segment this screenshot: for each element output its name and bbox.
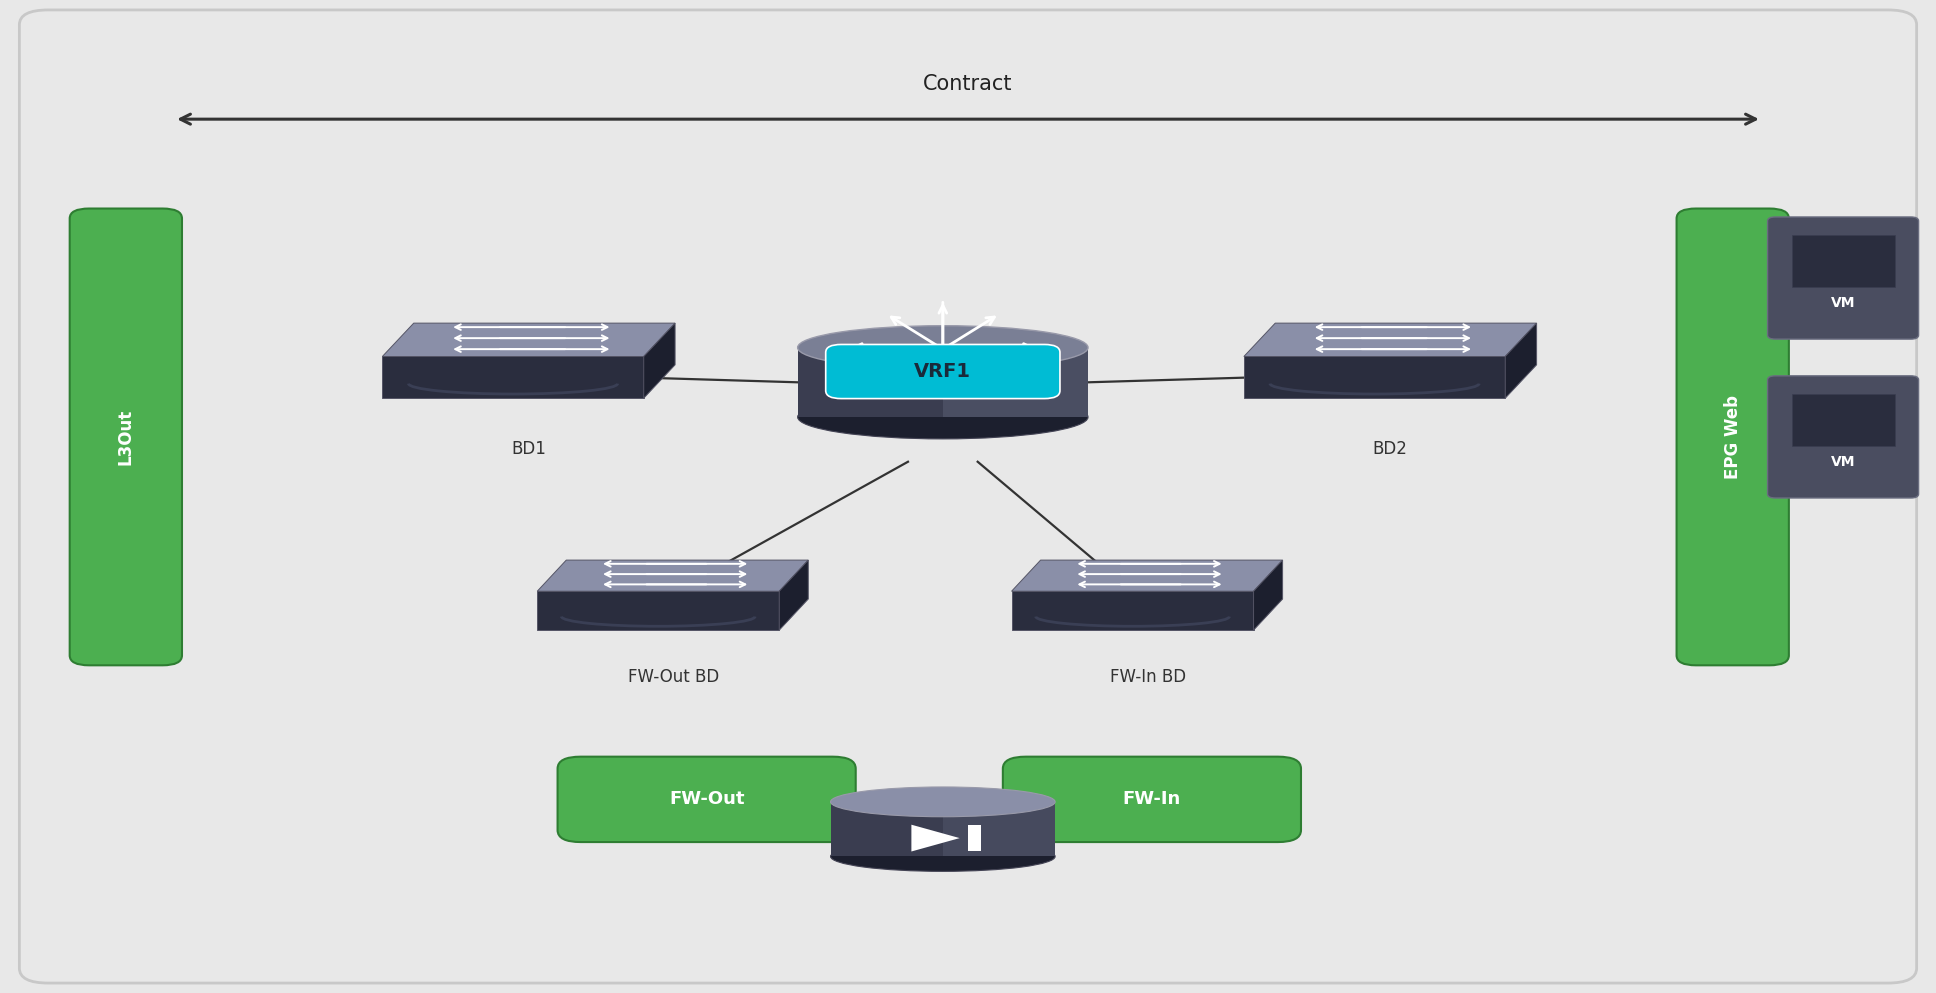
- Text: VRF1: VRF1: [914, 362, 972, 381]
- Polygon shape: [1255, 560, 1282, 631]
- Ellipse shape: [798, 395, 1088, 439]
- Ellipse shape: [831, 786, 1055, 816]
- Text: FW-Out: FW-Out: [670, 790, 743, 808]
- Text: FW-In BD: FW-In BD: [1109, 668, 1187, 686]
- FancyBboxPatch shape: [1791, 393, 1895, 446]
- Polygon shape: [1243, 356, 1506, 398]
- FancyBboxPatch shape: [1677, 209, 1789, 665]
- Ellipse shape: [831, 842, 1055, 872]
- Polygon shape: [798, 348, 1088, 417]
- FancyBboxPatch shape: [1003, 757, 1301, 842]
- Polygon shape: [383, 356, 643, 398]
- Polygon shape: [538, 560, 809, 591]
- Polygon shape: [1011, 560, 1282, 591]
- Text: FW-In: FW-In: [1123, 790, 1181, 808]
- Text: EPG Web: EPG Web: [1723, 395, 1742, 479]
- Polygon shape: [1506, 323, 1537, 398]
- Polygon shape: [943, 802, 1055, 856]
- Text: BD2: BD2: [1373, 440, 1407, 458]
- FancyBboxPatch shape: [558, 757, 856, 842]
- Polygon shape: [912, 824, 960, 852]
- Text: VM: VM: [1831, 296, 1855, 310]
- FancyBboxPatch shape: [1768, 375, 1919, 497]
- Text: BD1: BD1: [511, 440, 546, 458]
- FancyBboxPatch shape: [70, 209, 182, 665]
- Polygon shape: [1243, 323, 1537, 356]
- Text: FW-Out BD: FW-Out BD: [627, 668, 720, 686]
- Polygon shape: [643, 323, 676, 398]
- Text: VM: VM: [1831, 455, 1855, 469]
- Polygon shape: [383, 323, 676, 356]
- Text: Contract: Contract: [923, 74, 1013, 94]
- Polygon shape: [538, 591, 778, 631]
- FancyBboxPatch shape: [19, 10, 1917, 983]
- Text: L3Out: L3Out: [116, 409, 136, 465]
- FancyBboxPatch shape: [825, 345, 1061, 398]
- FancyBboxPatch shape: [1768, 217, 1919, 340]
- FancyBboxPatch shape: [968, 824, 982, 852]
- FancyBboxPatch shape: [1791, 234, 1895, 287]
- Ellipse shape: [798, 326, 1088, 369]
- Polygon shape: [943, 348, 1088, 417]
- Polygon shape: [831, 802, 1055, 856]
- Polygon shape: [1011, 591, 1255, 631]
- Polygon shape: [778, 560, 809, 631]
